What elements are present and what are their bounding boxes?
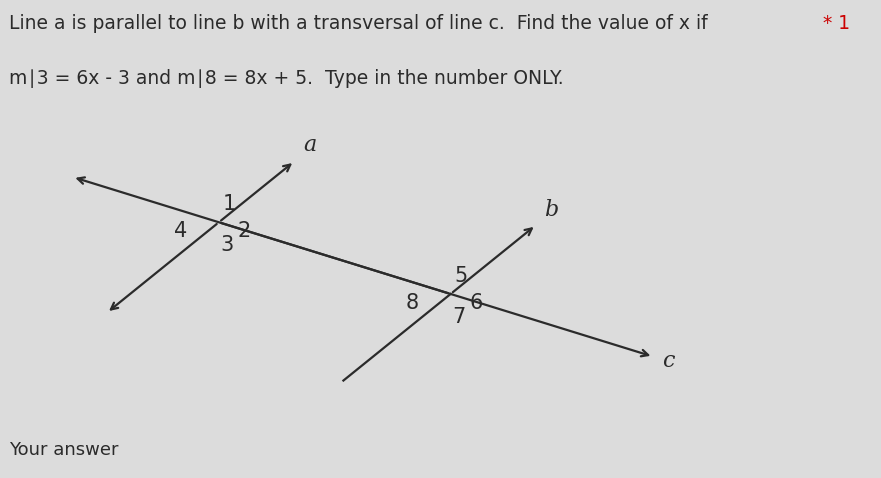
Text: 5: 5 (455, 266, 468, 286)
Text: a: a (303, 134, 316, 156)
Text: 1: 1 (223, 194, 236, 214)
Text: c: c (662, 350, 674, 372)
Text: 3: 3 (221, 235, 234, 255)
Text: 6: 6 (470, 293, 483, 313)
Text: Your answer: Your answer (9, 441, 118, 459)
Text: b: b (544, 199, 559, 221)
Text: 4: 4 (174, 221, 187, 241)
Text: m∣3 = 6x - 3 and m∣8 = 8x + 5.  Type in the number ONLY.: m∣3 = 6x - 3 and m∣8 = 8x + 5. Type in t… (9, 69, 563, 88)
Text: Line a is parallel to line b with a transversal of line c.  Find the value of x : Line a is parallel to line b with a tran… (9, 14, 707, 33)
Text: * 1: * 1 (823, 14, 850, 33)
Text: 7: 7 (453, 307, 466, 327)
Text: 8: 8 (405, 293, 418, 313)
Text: 2: 2 (238, 221, 251, 241)
